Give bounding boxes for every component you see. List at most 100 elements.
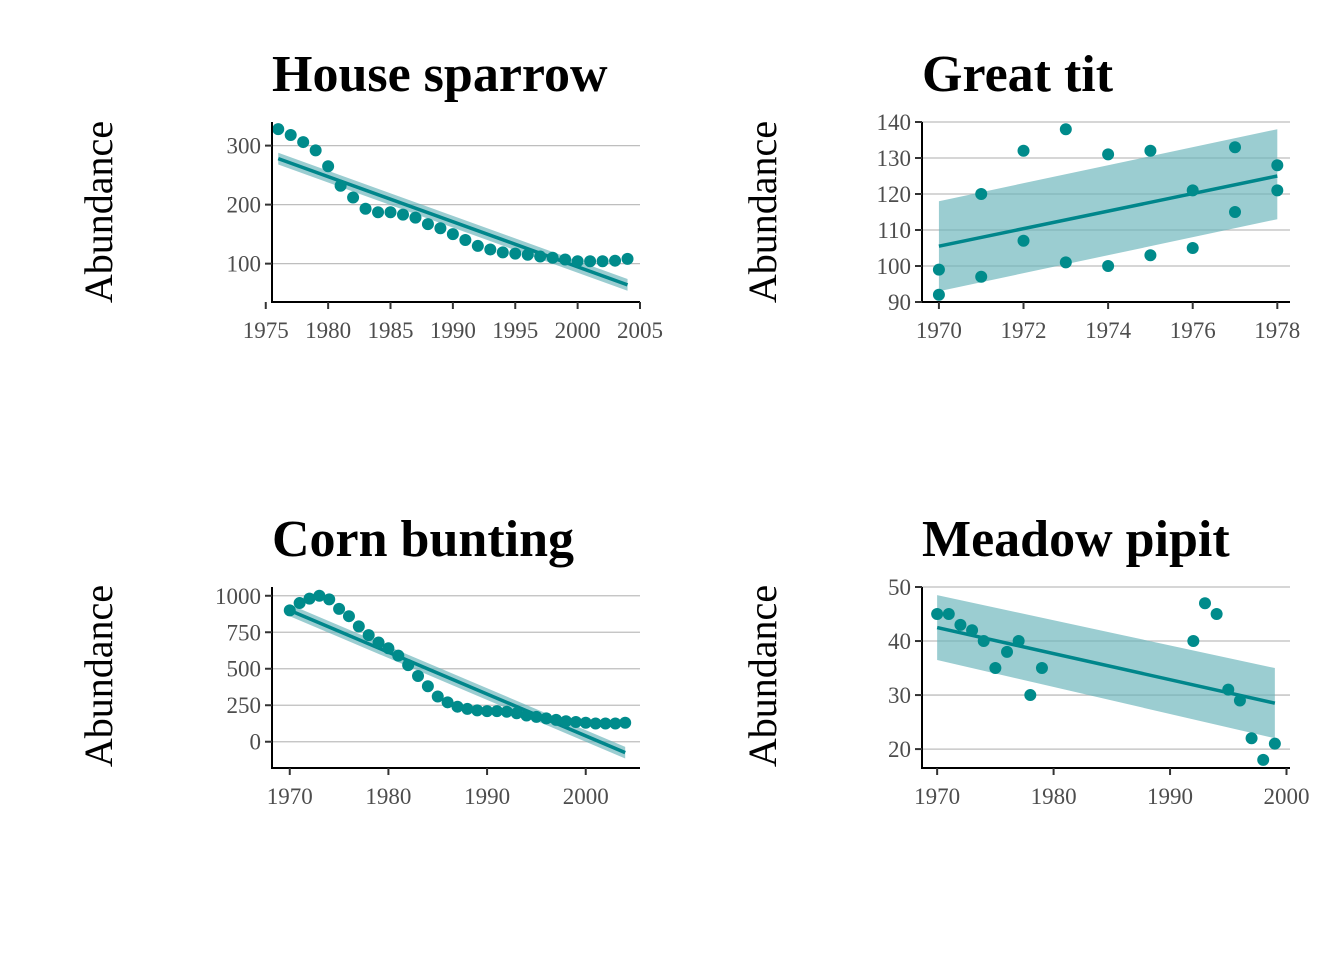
data-point bbox=[412, 670, 425, 683]
y-tick-label: 50 bbox=[888, 575, 911, 600]
y-tick-label: 750 bbox=[227, 620, 262, 645]
x-tick-label: 1980 bbox=[1031, 784, 1077, 809]
data-point bbox=[362, 629, 375, 642]
data-point bbox=[1059, 123, 1072, 136]
data-point bbox=[1245, 732, 1258, 745]
data-point bbox=[579, 716, 592, 729]
data-point bbox=[975, 270, 988, 283]
x-tick-label: 1970 bbox=[914, 784, 960, 809]
x-tick-label: 1978 bbox=[1254, 318, 1300, 343]
data-point bbox=[451, 700, 464, 713]
data-point bbox=[1222, 683, 1235, 696]
x-tick-label: 2000 bbox=[1264, 784, 1310, 809]
data-point bbox=[1268, 737, 1281, 750]
data-point bbox=[496, 246, 509, 259]
data-point bbox=[1257, 753, 1270, 766]
data-point bbox=[1144, 144, 1157, 157]
data-point bbox=[1012, 635, 1025, 648]
x-tick-label: 1995 bbox=[492, 318, 538, 343]
data-point bbox=[500, 705, 513, 718]
data-point bbox=[1229, 141, 1242, 154]
panel-house-sparrow: House sparrow Abundance 100 200 300 1975 198… bbox=[76, 46, 663, 343]
data-point bbox=[1186, 184, 1199, 197]
data-point bbox=[534, 250, 547, 263]
panel-title: Great tit bbox=[922, 46, 1114, 103]
data-point bbox=[446, 228, 459, 241]
data-point bbox=[441, 696, 454, 709]
data-point bbox=[461, 702, 474, 715]
data-point bbox=[421, 680, 434, 693]
panel-title: Corn bunting bbox=[272, 511, 574, 568]
x-tick-label: 1975 bbox=[243, 318, 289, 343]
data-point bbox=[303, 592, 316, 605]
data-point bbox=[372, 206, 385, 219]
data-point bbox=[484, 243, 497, 256]
plot-area: 90 100 110 120 130 140 1970 1972 1974 1976 1978 bbox=[877, 110, 1301, 343]
trend-line bbox=[936, 625, 1276, 705]
data-point bbox=[1187, 635, 1200, 648]
data-point bbox=[1271, 159, 1284, 172]
data-point bbox=[954, 618, 967, 631]
data-point bbox=[1102, 148, 1115, 161]
data-point bbox=[1017, 234, 1030, 247]
data-point bbox=[284, 128, 297, 141]
trend-line bbox=[938, 174, 1278, 248]
y-tick-label: 130 bbox=[877, 146, 912, 171]
data-point bbox=[584, 255, 597, 268]
x-tick-label: 2005 bbox=[617, 318, 663, 343]
data-point bbox=[989, 662, 1002, 675]
x-tick-label: 1970 bbox=[916, 318, 962, 343]
data-point bbox=[322, 160, 335, 173]
data-point bbox=[1017, 144, 1030, 157]
y-tick-label: 120 bbox=[877, 182, 912, 207]
data-point bbox=[1229, 206, 1242, 218]
data-point bbox=[313, 589, 326, 602]
x-tick-label: 1980 bbox=[305, 318, 351, 343]
data-point bbox=[323, 593, 336, 606]
x-tick-label: 1974 bbox=[1085, 318, 1132, 343]
data-point bbox=[1035, 662, 1048, 675]
y-tick-label: 90 bbox=[888, 290, 911, 315]
y-tick-label: 100 bbox=[227, 252, 262, 277]
y-tick-label: 250 bbox=[227, 693, 262, 718]
data-point bbox=[392, 649, 405, 662]
data-point bbox=[932, 288, 945, 301]
x-tick-label: 1972 bbox=[1001, 318, 1047, 343]
data-point bbox=[569, 716, 582, 729]
data-point bbox=[342, 610, 355, 623]
data-point bbox=[471, 239, 484, 252]
data-point bbox=[599, 717, 612, 730]
y-tick-label: 40 bbox=[888, 629, 911, 654]
y-tick-label: 0 bbox=[250, 730, 262, 755]
data-point bbox=[384, 206, 397, 219]
data-point bbox=[409, 211, 422, 224]
y-tick-label: 20 bbox=[888, 737, 911, 762]
data-point bbox=[559, 253, 572, 266]
x-tick-label: 1990 bbox=[464, 784, 510, 809]
x-tick-label: 1970 bbox=[267, 784, 313, 809]
data-point bbox=[1233, 694, 1246, 707]
data-point bbox=[550, 713, 563, 726]
data-point bbox=[540, 712, 553, 725]
panel-great-tit: Great tit Abundance 90 100 110 120 130 140 197… bbox=[740, 46, 1300, 343]
data-point bbox=[459, 234, 472, 247]
data-point bbox=[571, 255, 584, 268]
data-point bbox=[589, 717, 602, 730]
y-axis-label: Abundance bbox=[76, 585, 121, 767]
data-point bbox=[421, 218, 434, 231]
data-point bbox=[434, 222, 447, 235]
data-point bbox=[530, 710, 543, 723]
data-point bbox=[1210, 608, 1223, 621]
panel-title: House sparrow bbox=[272, 46, 608, 103]
data-point bbox=[942, 608, 955, 621]
plot-area: 20 30 40 50 1970 1980 1990 2000 bbox=[888, 575, 1310, 809]
data-point bbox=[1186, 242, 1199, 254]
data-point bbox=[931, 608, 944, 621]
data-point bbox=[609, 717, 622, 730]
y-tick-label: 110 bbox=[877, 218, 911, 243]
data-point bbox=[1198, 597, 1211, 610]
data-point bbox=[510, 707, 523, 720]
data-point bbox=[283, 604, 296, 617]
data-point bbox=[1001, 645, 1014, 658]
plot-area: 100 200 300 1975 1980 1985 1990 1995 2000 2005 bbox=[227, 122, 663, 343]
